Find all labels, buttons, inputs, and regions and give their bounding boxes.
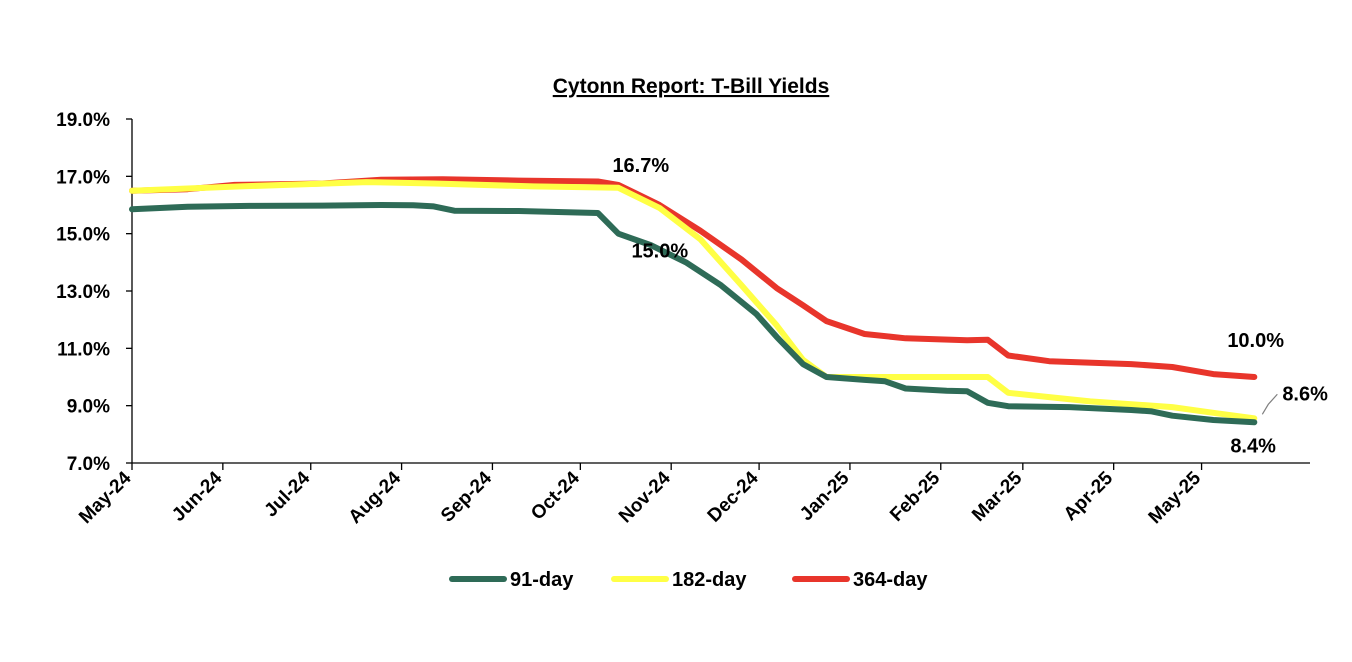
x-tick-label: Jun-24	[168, 467, 226, 525]
y-tick-label: 11.0%	[57, 339, 110, 360]
y-tick-label: 19.0%	[56, 110, 110, 131]
x-tick-label: Jul-24	[261, 467, 315, 521]
y-tick-label: 13.0%	[56, 282, 110, 303]
data-label-364-day: 10.0%	[1227, 330, 1284, 352]
series-line-91-day	[129, 202, 1258, 426]
chart-title: Cytonn Report: T-Bill Yields	[553, 75, 830, 98]
data-label-182-day: 8.6%	[1282, 383, 1328, 405]
y-tick-label: 17.0%	[56, 167, 110, 188]
data-label-364-day: 16.7%	[612, 155, 669, 177]
data-labels: 16.7% 15.0% 10.0% 8.6% 8.4%	[612, 155, 1328, 457]
series-line-182-day	[129, 179, 1258, 422]
y-tick-label: 9.0%	[67, 397, 110, 418]
x-tick-label: May-24	[75, 467, 136, 528]
legend-label-91-day: 91-day	[510, 569, 574, 591]
data-label-leader-line	[1261, 393, 1278, 415]
x-tick-label: Nov-24	[615, 467, 675, 527]
x-tick-label: Dec-24	[704, 467, 763, 526]
chart-lines	[129, 176, 1258, 426]
chart-axes	[126, 118, 1310, 470]
y-tick-labels: 7.0% 9.0% 11.0% 13.0% 15.0% 17.0% 19.0%	[56, 110, 110, 475]
x-tick-label: Jan-25	[796, 467, 854, 525]
y-tick-label: 15.0%	[56, 225, 110, 246]
x-tick-label: Aug-24	[345, 467, 406, 528]
x-tick-label: Feb-25	[886, 467, 944, 525]
x-tick-label: Sep-24	[437, 467, 496, 526]
x-tick-labels: May-24 Jun-24 Jul-24 Aug-24 Sep-24 Oct-24 Nov-…	[75, 467, 1205, 528]
x-tick-label: Mar-25	[968, 467, 1026, 525]
data-label-91-day: 15.0%	[631, 241, 688, 263]
y-tick-label: 7.0%	[67, 454, 110, 475]
legend: 91-day 182-day 364-day	[449, 569, 928, 591]
legend-label-182-day: 182-day	[672, 569, 747, 591]
x-tick-label: Apr-25	[1060, 467, 1118, 525]
legend-label-364-day: 364-day	[853, 569, 928, 591]
data-label-91-day: 8.4%	[1230, 435, 1276, 457]
x-tick-label: Oct-24	[527, 467, 584, 524]
series-line-364-day	[129, 176, 1258, 380]
x-tick-label: May-25	[1145, 467, 1206, 528]
